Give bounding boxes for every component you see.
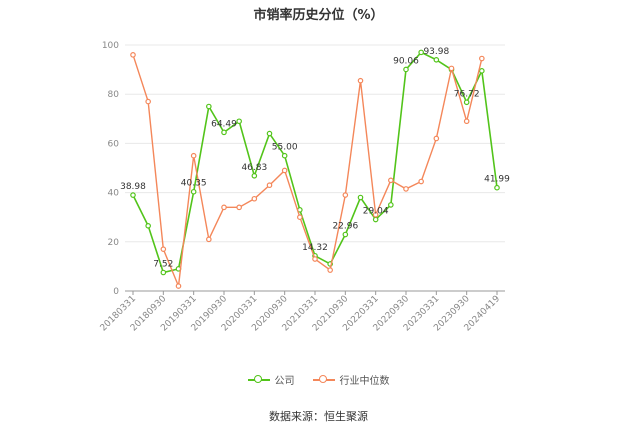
data-label: 14.32 [302,243,328,253]
data-point-industry-median [281,167,288,174]
data-point-industry-median [463,118,470,125]
data-point-company [342,231,349,238]
data-point-company [357,194,364,201]
data-label: 40.35 [181,179,207,189]
data-label: 55.00 [272,143,298,153]
data-point-industry-median [251,195,258,202]
axes: 0204060801002018033120180930201903312019… [99,41,505,334]
data-point-company [206,103,212,110]
data-point-industry-median [221,204,227,211]
data-label: 29.04 [363,207,389,217]
data-point-industry-median [327,267,333,273]
data-point-company [463,99,470,106]
data-point-company [388,202,394,208]
data-labels: 38.98 7.52 40.35 64.49 46.83 55.00 14.32 22.96 2… [120,47,510,270]
data-point-company [221,129,227,136]
data-point-industry-median [433,135,440,142]
data-label: 38.98 [120,182,146,192]
legend-item-company[interactable]: 公司 [247,372,295,387]
data-label: 7.52 [153,260,173,270]
legend-swatch-company [247,374,270,386]
data-point-industry-median [388,177,394,184]
series-line-industry-median [132,54,483,289]
data-point-industry-median [130,52,136,58]
data-point-company [236,118,242,125]
data-label: 90.06 [393,56,419,66]
data-point-industry-median [312,256,318,262]
data-point-industry-median [175,283,182,289]
series-lines [130,49,500,289]
data-point-industry-median [266,182,273,189]
y-tick-label: 40 [108,189,120,199]
data-point-company [266,130,273,137]
data-point-company [372,216,379,223]
legend-label-company: 公司 [274,376,295,387]
data-point-company [433,57,440,63]
data-point-company [130,192,136,198]
data-label: 64.49 [211,119,237,129]
data-label: 93.98 [423,47,449,57]
data-point-company [190,188,197,195]
y-tick-label: 20 [108,238,120,248]
data-point-industry-median [190,152,197,159]
data-point-industry-median [342,192,349,198]
data-point-industry-median [372,211,379,218]
legend-label-industry-median: 行业中位数 [339,376,390,387]
y-tick-label: 0 [113,287,119,297]
data-point-company [251,172,258,179]
data-point-industry-median [206,236,212,243]
data-point-industry-median [448,65,455,72]
data-label: 41.99 [484,175,510,185]
data-label: 22.96 [332,222,358,232]
data-point-industry-median [145,98,151,105]
legend-item-industry-median[interactable]: 行业中位数 [312,372,390,387]
data-point-industry-median [403,186,409,192]
data-point-industry-median [479,55,485,62]
y-tick-label: 80 [108,90,120,100]
y-tick-label: 60 [108,139,120,149]
legend: 公司 行业中位数 [0,372,637,387]
data-point-company [403,66,409,73]
data-point-industry-median [297,214,303,221]
data-point-company [281,152,288,159]
data-point-industry-median [236,204,242,211]
legend-swatch-industry-median [312,374,335,386]
data-point-industry-median [357,77,364,84]
data-point-company [145,223,151,229]
data-source-note: 数据来源：恒生聚源 [269,410,368,423]
data-point-company [418,49,424,56]
y-tick-label: 100 [102,41,119,51]
data-label: 76.72 [454,89,480,99]
data-point-industry-median [160,246,167,252]
chart-title: 市销率历史分位（%） [253,8,384,23]
data-point-company [160,269,167,276]
data-point-company [494,184,500,191]
data-point-industry-median [418,178,424,185]
data-point-company [479,68,485,74]
data-label: 46.83 [241,163,267,173]
series-line-company [132,51,498,274]
